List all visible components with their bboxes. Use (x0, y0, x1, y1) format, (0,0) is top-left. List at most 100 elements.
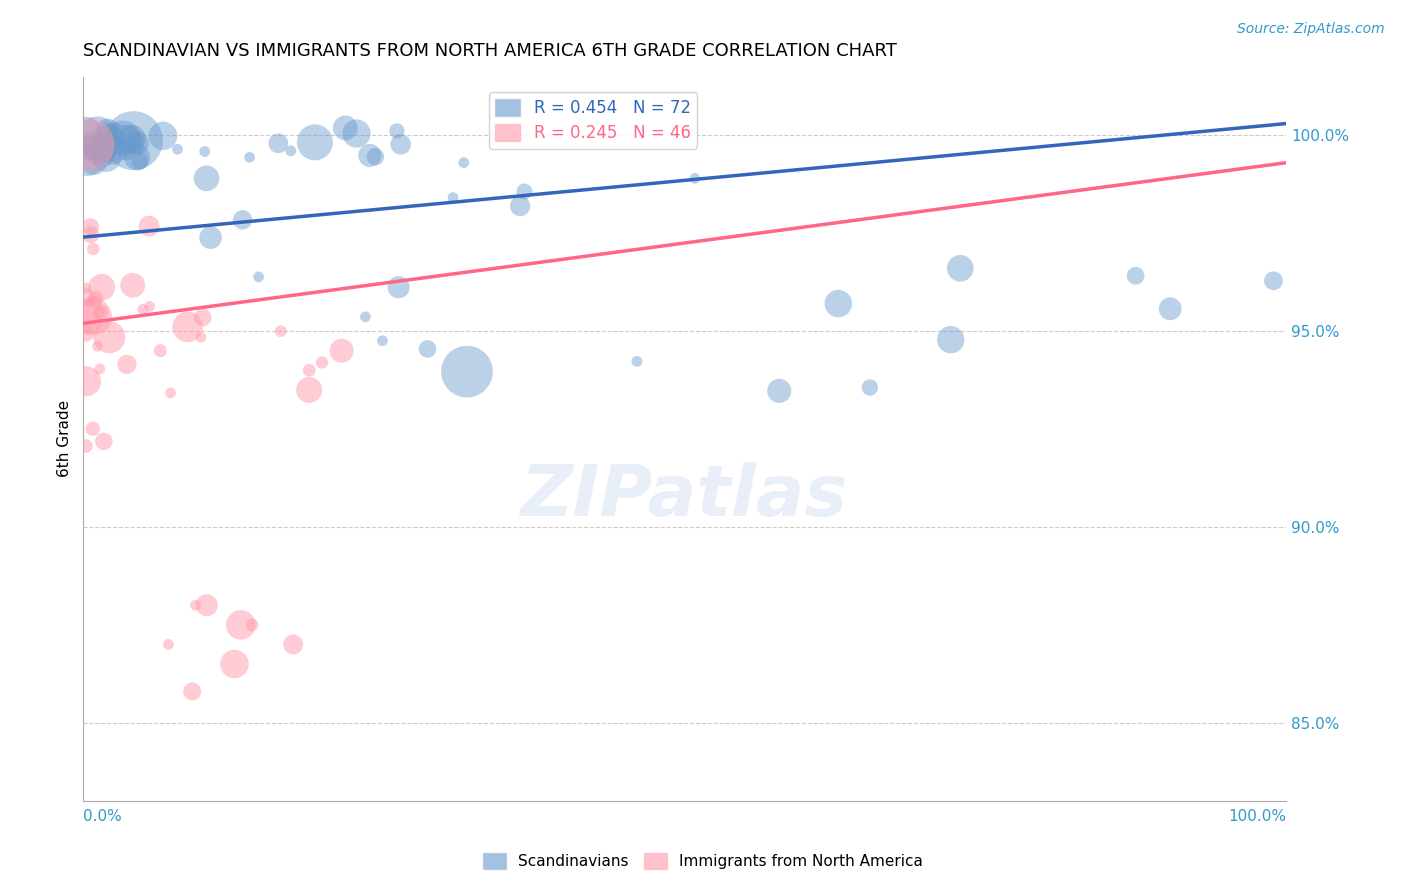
Point (190, 330, 212, 344)
Point (93, 143, 115, 157)
Point (127, 135, 149, 149)
Point (77, 137, 100, 152)
Point (152, 128, 174, 143)
Point (101, 143, 124, 157)
Legend: Scandinavians, Immigrants from North America: Scandinavians, Immigrants from North Ame… (477, 847, 929, 875)
Point (97, 123, 120, 137)
Point (138, 300, 160, 314)
Text: SCANDINAVIAN VS IMMIGRANTS FROM NORTH AMERICA 6TH GRADE CORRELATION CHART: SCANDINAVIAN VS IMMIGRANTS FROM NORTH AM… (83, 42, 897, 60)
Point (371, 334, 394, 348)
Text: ZIPatlas: ZIPatlas (522, 462, 848, 532)
Point (114, 143, 136, 157)
Point (859, 380, 882, 394)
Point (104, 131, 127, 145)
Point (1263, 274, 1285, 288)
Point (112, 131, 135, 145)
Point (75, 281, 97, 295)
Point (132, 302, 155, 317)
Point (359, 148, 381, 162)
Point (354, 310, 377, 324)
Point (283, 637, 305, 651)
Point (939, 333, 962, 347)
Point (96, 151, 118, 165)
Point (311, 355, 333, 369)
Point (138, 219, 160, 234)
Point (82, 422, 104, 436)
Point (104, 120, 127, 135)
Point (89, 142, 111, 156)
Point (224, 657, 246, 671)
Point (166, 142, 188, 156)
Point (115, 357, 138, 371)
Point (122, 134, 145, 148)
Point (93, 434, 115, 449)
Point (101, 132, 124, 146)
Point (86, 339, 108, 353)
Point (509, 199, 531, 213)
Point (184, 599, 207, 613)
Point (232, 212, 254, 227)
Point (127, 142, 149, 156)
Point (280, 144, 302, 158)
Point (453, 155, 475, 169)
Point (91, 147, 114, 161)
Point (385, 124, 408, 138)
Point (267, 136, 290, 151)
Point (125, 136, 148, 150)
Point (90, 136, 112, 151)
Point (194, 145, 217, 159)
Text: 0.0%: 0.0% (83, 809, 122, 824)
Point (456, 365, 478, 379)
Point (77, 315, 100, 329)
Point (96, 126, 118, 140)
Point (100, 145, 122, 159)
Point (89, 362, 111, 376)
Point (83, 310, 105, 324)
Point (270, 324, 292, 338)
Point (80, 142, 103, 156)
Point (80, 145, 103, 159)
Point (149, 343, 172, 358)
Point (75, 289, 97, 303)
Point (96, 126, 118, 140)
Point (239, 150, 262, 164)
Point (159, 385, 181, 400)
Point (83, 296, 105, 310)
Point (90, 280, 112, 294)
Point (114, 132, 136, 146)
Point (335, 120, 357, 135)
Point (195, 171, 218, 186)
Point (87, 137, 110, 152)
Point (304, 136, 326, 150)
Point (96, 145, 118, 159)
Legend: R = 0.454   N = 72, R = 0.245   N = 46: R = 0.454 N = 72, R = 0.245 N = 46 (488, 92, 697, 148)
Point (75, 296, 97, 310)
Y-axis label: 6th Grade: 6th Grade (58, 401, 72, 477)
Point (827, 296, 849, 310)
Point (200, 230, 222, 244)
Point (176, 319, 198, 334)
Point (157, 637, 180, 651)
Point (240, 617, 263, 632)
Point (389, 137, 412, 152)
Point (387, 280, 409, 294)
Point (75, 439, 97, 453)
Point (191, 310, 214, 325)
Point (75, 126, 97, 140)
Point (86, 130, 108, 145)
Point (513, 185, 536, 199)
Point (87, 136, 110, 151)
Point (346, 127, 368, 141)
Point (96, 150, 118, 164)
Point (416, 342, 439, 356)
Text: 100.0%: 100.0% (1227, 809, 1286, 824)
Point (128, 154, 150, 169)
Point (105, 135, 128, 149)
Point (298, 363, 321, 377)
Point (75, 374, 97, 388)
Point (247, 269, 270, 284)
Point (626, 354, 648, 368)
Point (330, 343, 353, 358)
Point (364, 150, 387, 164)
Point (79, 227, 101, 242)
